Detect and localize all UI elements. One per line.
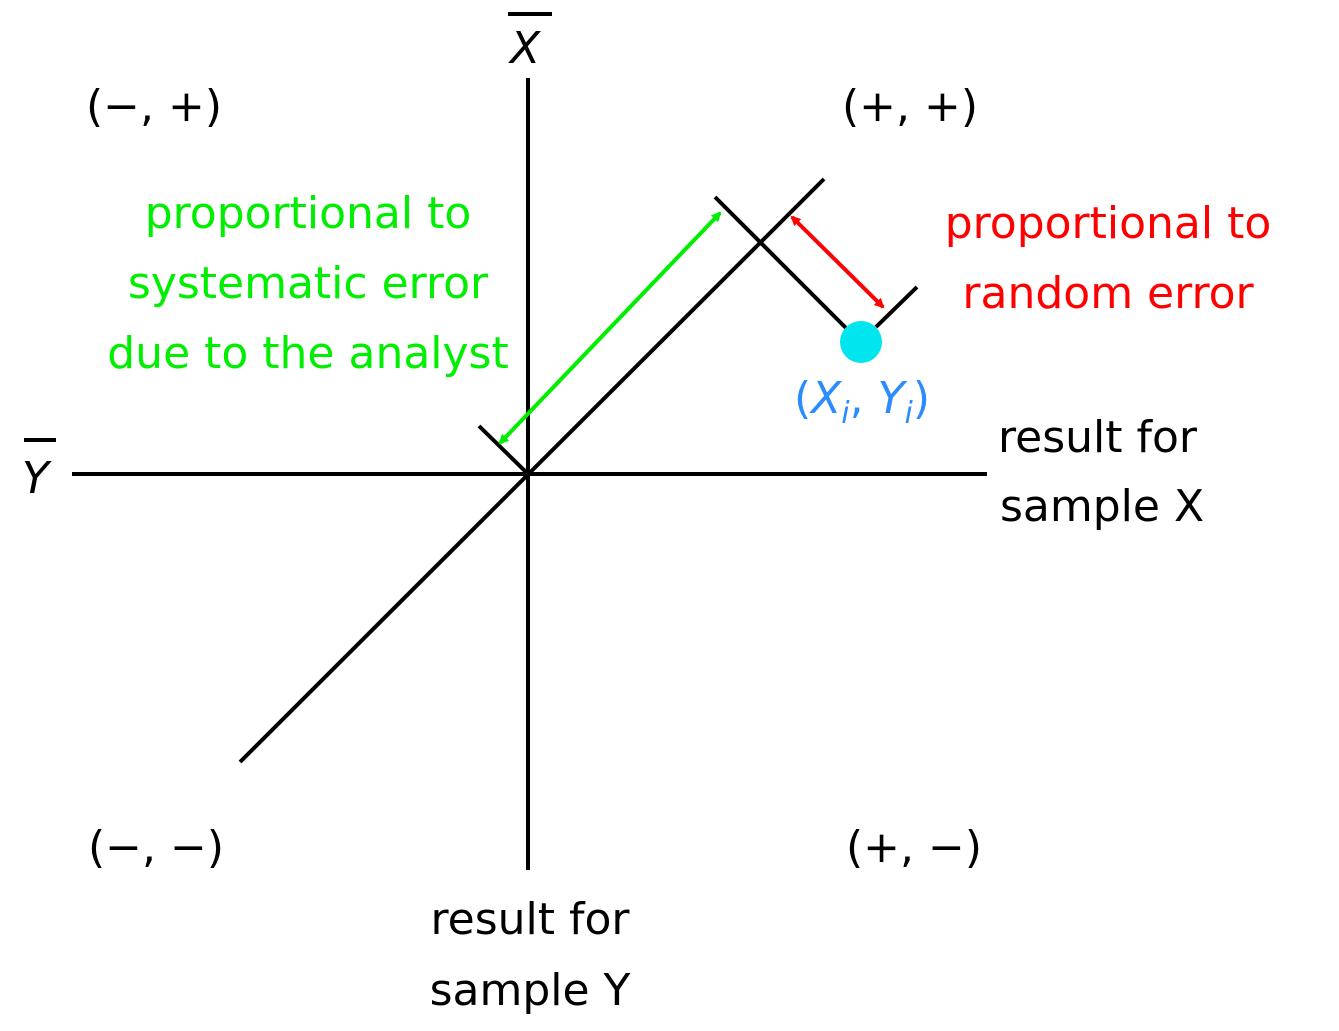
quadrant-bottom-left: (−, −) (88, 822, 224, 873)
quadrant-bottom-right: (+, −) (846, 822, 982, 873)
point-label: (Xi, Yi) (794, 373, 930, 431)
y-axis-label-line1: result for (431, 894, 631, 945)
quadrant-top-right: (+, +) (842, 81, 978, 132)
random-error-arrow (790, 215, 885, 309)
quadrant-top-left: (−, +) (86, 81, 222, 132)
origin-perpendicular-tick (477, 424, 530, 476)
systematic-label-line2: systematic error (128, 258, 489, 309)
systematic-label-line1: proportional to (145, 188, 472, 239)
systematic-label-line3: due to the analyst (107, 328, 508, 379)
x-bar-label: X (508, 23, 541, 74)
random-label-line2: random error (962, 268, 1254, 319)
y-axis-label-line2: sample Y (430, 965, 631, 1016)
data-point (840, 321, 882, 363)
y-bar-label: Y (22, 453, 52, 504)
systematic-error-arrow (498, 211, 722, 445)
random-label-line1: proportional to (945, 198, 1272, 249)
x-axis-label-line2: sample X (1000, 481, 1204, 532)
point-tick (874, 285, 919, 329)
point-perpendicular-line (713, 195, 850, 332)
diagonal-line (238, 177, 826, 764)
x-axis-label-line1: result for (998, 412, 1198, 463)
